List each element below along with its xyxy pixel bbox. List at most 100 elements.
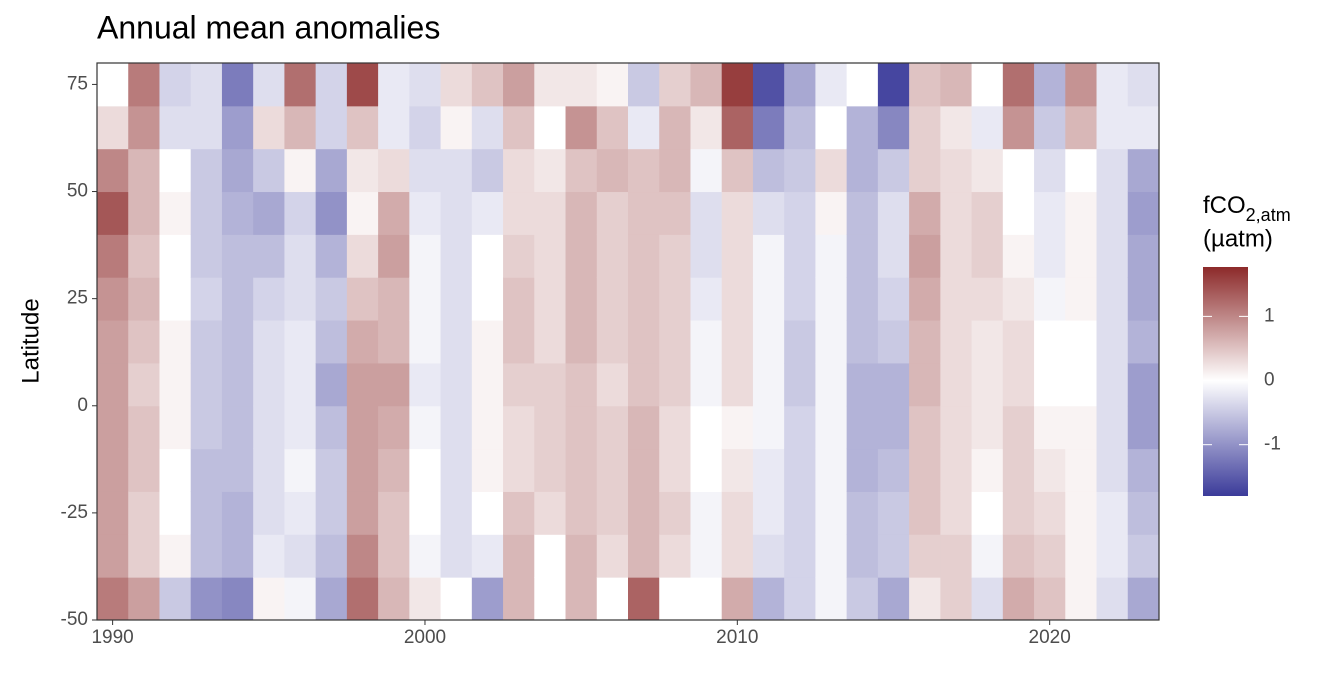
heat-cell [534,362,567,407]
heat-cell [1034,105,1066,150]
heat-cell [221,577,254,621]
heat-cell [596,148,629,193]
y-tick-label: -25 [61,502,88,523]
heat-cell [971,491,1004,535]
heat-cell [471,191,504,235]
heat-cell [721,491,754,535]
heat-cell [1002,148,1035,193]
heat-cell [1096,191,1129,235]
heat-cell [221,63,254,107]
heat-cell [503,191,535,235]
heat-cell [378,191,410,235]
heat-cell [909,405,941,450]
heat-cell [315,448,348,492]
heat-cell [815,277,848,321]
y-tick-label: -50 [61,609,88,630]
heat-cell [253,320,285,364]
heat-cell [409,491,442,535]
colorbar-tick-label: 1 [1264,305,1275,326]
heat-cell [346,448,379,492]
heat-cell [1096,277,1129,321]
heat-cell [346,277,379,321]
heat-cell [190,320,223,364]
heat-cell [378,405,410,450]
heat-cell [846,148,879,193]
heat-cell [534,191,567,235]
heat-cell [378,148,410,193]
heat-cell [628,577,660,621]
heat-cell [659,105,691,150]
heat-cell [596,405,629,450]
heat-cell [503,362,535,407]
heat-cell [1096,362,1129,407]
heat-cell [628,234,660,278]
heat-cell [534,405,567,450]
heat-cell [596,234,629,278]
heat-cell [784,491,816,535]
heat-cell [721,105,754,150]
heat-cell [815,577,848,621]
heat-cell [752,405,785,450]
heat-cell [971,63,1004,107]
heat-cell [378,448,410,492]
heat-cell [534,534,567,578]
heat-cell [253,577,285,621]
heat-cell [1065,148,1098,193]
heat-cell [846,63,879,107]
heat-cell [971,234,1004,278]
heat-cell [877,148,910,193]
heat-cell [503,277,535,321]
chart-title: Annual mean anomalies [97,9,440,45]
plot-border [96,62,1160,621]
y-tick-label: 50 [67,181,88,202]
y-tick-label: 75 [67,73,88,94]
heat-cell [409,105,442,150]
heat-cell [471,491,504,535]
heat-cell [97,577,129,621]
heat-cell [784,362,816,407]
heat-cell [409,63,442,107]
heat-cell [1096,148,1129,193]
heat-cell [471,577,504,621]
heat-cell [190,405,223,450]
heat-cell [190,448,223,492]
heat-cell [877,277,910,321]
heat-cell [471,277,504,321]
heat-cell [253,405,285,450]
heat-cell [97,362,129,407]
heat-cell [159,148,192,193]
heat-cell [128,405,160,450]
heat-cell [284,534,317,578]
heat-cell [690,534,723,578]
heat-cell [659,234,691,278]
heat-cell [752,277,785,321]
heat-cell [221,191,254,235]
heat-cell [1034,448,1066,492]
colorbar [1203,267,1248,496]
heat-cell [1096,405,1129,450]
heat-cell [503,63,535,107]
heat-cell [877,191,910,235]
heat-cell [346,191,379,235]
colorbar-tick-label: -1 [1264,434,1281,455]
heat-cell [221,148,254,193]
heat-cell [721,63,754,107]
heat-cell [846,491,879,535]
heat-cell [1034,234,1066,278]
heat-cell [815,63,848,107]
heat-cell [1002,320,1035,364]
heat-cell [315,577,348,621]
heat-cell [752,534,785,578]
heat-cell [940,405,973,450]
heat-cell [596,362,629,407]
heat-cell [284,234,317,278]
heat-cell [1065,277,1098,321]
heat-cell [253,63,285,107]
heat-cell [1002,405,1035,450]
heat-cell [784,63,816,107]
heat-cell [1065,191,1098,235]
legend-title-main: fCO [1203,192,1246,219]
heat-cell [159,320,192,364]
heat-cell [503,491,535,535]
heat-cell [815,234,848,278]
